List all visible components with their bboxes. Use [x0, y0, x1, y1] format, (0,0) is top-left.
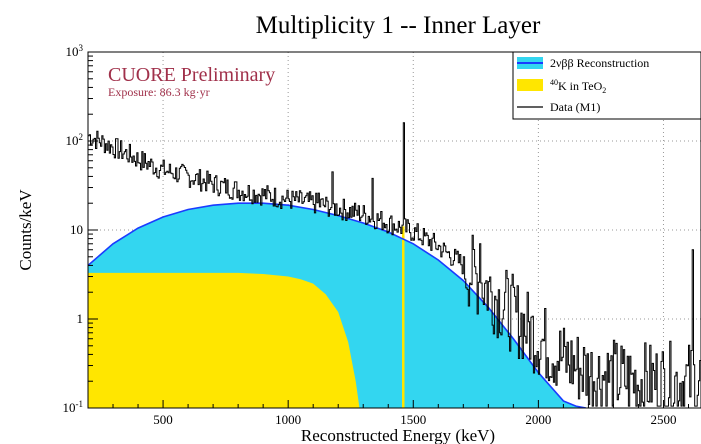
legend-label-k40: 40K in TeO2 [550, 78, 606, 95]
legend-label-k40-sub: 2 [602, 86, 606, 95]
y-tick-label: 103 [66, 43, 84, 59]
series-areas [88, 203, 586, 408]
series-lines [88, 122, 701, 408]
legend-label-data: Data (M1) [550, 100, 600, 114]
y-axis-ticks: 10-1 1 10 102 103 [63, 43, 98, 415]
exposure-label: Exposure: 86.3 kg·yr [108, 85, 210, 99]
chart-title: Multiplicity 1 -- Inner Layer [256, 12, 541, 39]
legend-label-k40-main: K in TeO [558, 79, 603, 93]
x-tick-label: 2000 [525, 412, 551, 427]
y-tick-label: 10 [70, 222, 83, 237]
x-tick-label: 500 [153, 412, 173, 427]
y-tick-label: 102 [66, 132, 84, 148]
y-axis-label: Counts/keV [16, 189, 35, 271]
legend-label-k40-sup: 40 [550, 78, 558, 87]
x-tick-label: 2500 [650, 412, 676, 427]
legend-box [512, 51, 701, 120]
x-axis-label: Reconstructed Energy (keV) [301, 426, 495, 444]
legend-label-2vbb: 2νββ Reconstruction [550, 56, 649, 70]
x-tick-label: 1000 [275, 412, 301, 427]
preliminary-label: CUORE Preliminary [108, 64, 275, 86]
x-tick-label: 1500 [400, 412, 426, 427]
legend-swatch-k40 [517, 79, 543, 91]
area-k40-continuum [88, 272, 360, 408]
x-axis-ticks: 500 1000 1500 2000 2500 [112, 400, 689, 427]
line-data-m1 [88, 122, 701, 407]
y-tick-label: 1 [77, 311, 84, 326]
line-2vbb [88, 202, 587, 408]
legend: 2νββ Reconstruction 40K in TeO2 Data (M1… [512, 51, 701, 120]
y-tick-label: 10-1 [63, 399, 84, 415]
area-k40-line [402, 226, 405, 408]
